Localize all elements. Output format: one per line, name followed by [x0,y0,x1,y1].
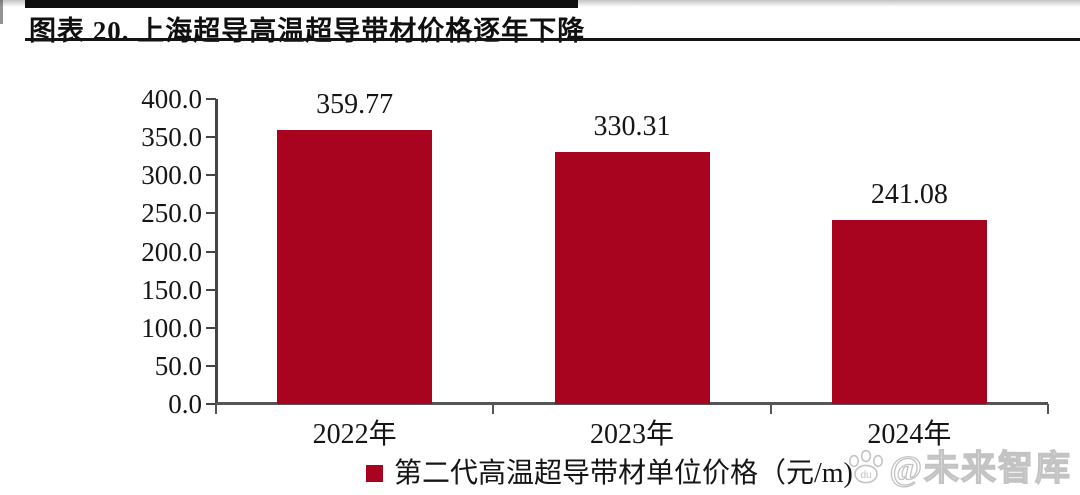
y-axis-tick [206,174,216,177]
y-axis-tick [206,364,216,367]
y-axis-tick [206,98,216,100]
x-axis-tick [769,404,772,414]
x-axis-tick [215,404,217,414]
y-axis-tick-labels: 400.0 350.0 300.0 250.0 200.0 150.0 100.0 50.0 0… [110,85,202,418]
y-tick-label: 50.0 [154,350,202,381]
bar-value-label: 241.08 [870,179,948,211]
bar-2023年 [554,152,710,404]
y-axis-tick [206,326,216,329]
bar-2022年 [277,129,433,404]
y-tick-label: 150.0 [141,274,202,305]
x-tick-label: 2022年 [312,419,397,450]
bar-2024年 [831,220,987,404]
bar-value-label: 359.77 [316,88,394,120]
y-axis-tick [206,288,216,291]
y-axis-tick [206,212,216,215]
watermark-text: @未来智库 [889,448,1072,488]
y-axis-tick [206,136,216,139]
x-tick-label: 2024年 [867,419,952,450]
y-tick-label: 200.0 [141,236,202,267]
x-tick-label: 2023年 [589,419,675,450]
y-tick-label: 100.0 [141,312,202,343]
x-axis-tick [492,404,495,414]
y-axis-tick [206,403,216,405]
y-axis-line [215,99,218,404]
y-tick-label: 300.0 [141,160,202,191]
figure-caption-rule-top [25,0,578,8]
bar-chart-plot-area: 359.77 330.31 241.08 [206,89,1049,414]
chart-legend: 第二代高温超导带材单位价格（元/m) [366,451,853,491]
y-tick-label: 0.0 [168,389,202,419]
x-axis-tick [1047,404,1049,414]
y-tick-label: 400.0 [141,84,202,114]
watermark: du @未来智库 [846,440,1072,491]
figure-title: 图表 20. 上海超导高温超导带材价格逐年下降 [29,16,586,46]
x-axis-tick-labels: 2022年 2023年 2024年 [216,412,1048,450]
y-tick-label: 250.0 [141,198,202,229]
paw-icon-du-label: du [861,470,872,481]
y-axis-tick [206,250,216,253]
y-tick-label: 350.0 [141,122,202,153]
page-left-shadow [0,0,3,24]
legend-label: 第二代高温超导带材单位价格（元/m) [394,458,853,489]
bar-value-label: 330.31 [593,111,671,143]
figure-caption-rule-bottom [25,38,1080,41]
legend-swatch [366,464,383,482]
paw-icon: du [849,449,884,483]
